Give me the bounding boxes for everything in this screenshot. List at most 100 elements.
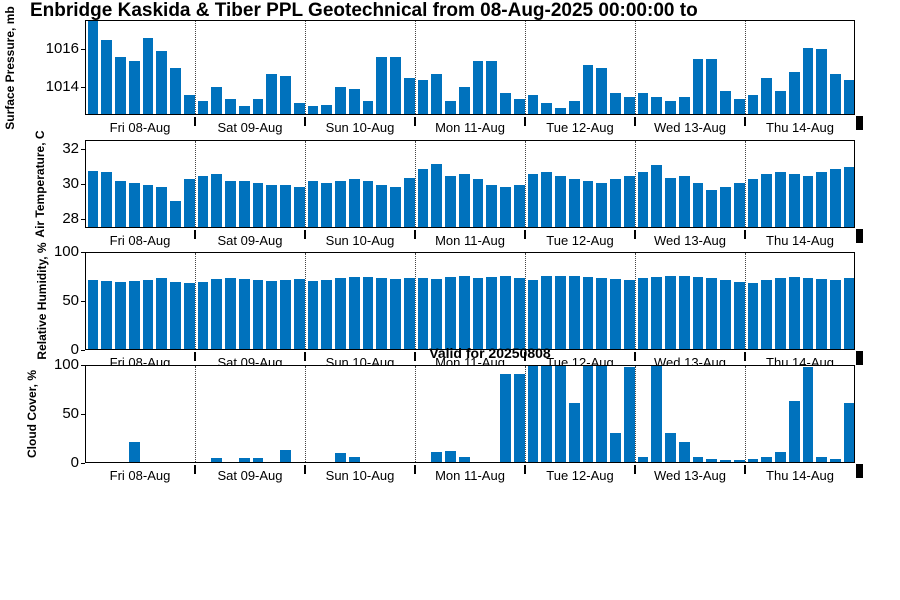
data-bar <box>390 186 401 227</box>
data-bar <box>101 281 112 349</box>
data-bar <box>225 181 236 227</box>
x-axis-tick <box>744 230 746 239</box>
data-bar <box>720 91 731 114</box>
data-bar <box>115 282 126 349</box>
y-axis-tick-label: 0 <box>70 341 79 358</box>
data-bar <box>266 74 277 114</box>
data-bar <box>610 179 621 227</box>
data-bar <box>733 98 745 114</box>
data-bar <box>555 175 566 227</box>
data-bar <box>623 366 635 462</box>
data-bar <box>486 184 497 227</box>
day-boundary-gridline <box>305 366 306 462</box>
data-bar <box>651 96 662 114</box>
data-bar <box>156 51 167 114</box>
day-boundary-gridline <box>195 141 196 227</box>
x-axis-tick <box>524 352 526 361</box>
data-bar <box>775 91 786 114</box>
data-bar <box>115 57 126 114</box>
day-boundary-gridline <box>415 141 416 227</box>
data-bar <box>665 432 676 462</box>
data-bar <box>307 281 319 349</box>
x-axis-day-label: Sun 10-Aug <box>325 468 395 483</box>
x-axis-day-label: Tue 12-Aug <box>546 233 614 248</box>
data-bar <box>582 277 594 349</box>
data-bar <box>225 98 236 114</box>
data-bar <box>197 100 209 114</box>
x-axis-day-label: Wed 13-Aug <box>653 233 727 248</box>
data-bar <box>527 366 539 462</box>
data-bar <box>431 74 442 114</box>
data-bar <box>761 174 772 227</box>
x-axis-tick <box>414 352 416 361</box>
x-axis-tick <box>744 465 746 474</box>
data-bar <box>678 275 690 349</box>
data-bar <box>692 58 704 114</box>
data-bar <box>128 281 140 349</box>
x-axis-tick <box>414 230 416 239</box>
x-axis-tick <box>524 230 526 239</box>
data-bar <box>596 366 607 462</box>
x-axis-day-label: Thu 14-Aug <box>766 468 834 483</box>
day-boundary-gridline <box>745 141 746 227</box>
y-axis-tick-label: 100 <box>53 356 79 373</box>
data-bar <box>500 373 511 462</box>
data-bar <box>486 277 497 349</box>
data-bar <box>568 276 580 349</box>
y-axis-label: Surface Pressure, mb <box>3 5 17 130</box>
data-bar <box>266 184 277 227</box>
data-bar <box>692 183 704 227</box>
x-axis-day-label: Sat 09-Aug <box>217 468 283 483</box>
data-bar <box>348 89 360 114</box>
surface-pressure-chart <box>85 20 855 115</box>
data-bar <box>582 181 594 227</box>
data-bar <box>252 280 264 349</box>
y-axis-tick-label: 28 <box>62 210 79 228</box>
data-bar <box>170 200 181 227</box>
data-bar <box>665 276 676 349</box>
day-boundary-gridline <box>525 366 526 462</box>
data-bar <box>816 279 827 349</box>
data-bar <box>417 278 429 349</box>
data-bar <box>527 95 539 114</box>
data-bar <box>596 278 607 349</box>
data-bar <box>651 277 662 349</box>
x-axis-day-label: Sun 10-Aug <box>325 233 395 248</box>
data-bar <box>623 96 635 114</box>
data-bar <box>280 280 291 349</box>
data-bar <box>816 49 827 114</box>
data-bar <box>720 186 731 227</box>
data-bar <box>445 175 456 227</box>
axis-edge-mark <box>856 351 863 365</box>
data-bar <box>830 74 841 114</box>
x-axis-day-label: Thu 14-Aug <box>766 120 834 135</box>
data-bar <box>637 278 649 349</box>
data-bar <box>445 277 456 349</box>
data-bar <box>582 64 594 114</box>
data-bar <box>142 280 154 349</box>
day-boundary-gridline <box>195 366 196 462</box>
x-axis-tick <box>304 117 306 126</box>
data-bar <box>335 181 346 227</box>
data-bar <box>761 280 772 349</box>
data-bar <box>513 373 525 462</box>
data-bar <box>417 168 429 227</box>
x-axis-tick <box>524 117 526 126</box>
data-bar <box>252 183 264 227</box>
data-bar <box>417 79 429 114</box>
data-bar <box>335 87 346 114</box>
day-boundary-gridline <box>635 366 636 462</box>
data-bar <box>472 278 484 349</box>
x-axis-day-label: Sat 09-Aug <box>217 233 283 248</box>
data-bar <box>816 172 827 227</box>
x-axis-day-label: Fri 08-Aug <box>109 120 171 135</box>
data-bar <box>582 366 594 462</box>
data-bar <box>596 68 607 114</box>
data-bar <box>101 172 112 227</box>
data-bar <box>788 277 800 349</box>
data-bar <box>445 100 456 114</box>
data-bar <box>142 38 154 114</box>
data-bar <box>390 57 401 114</box>
x-axis-day-label: Tue 12-Aug <box>546 120 614 135</box>
